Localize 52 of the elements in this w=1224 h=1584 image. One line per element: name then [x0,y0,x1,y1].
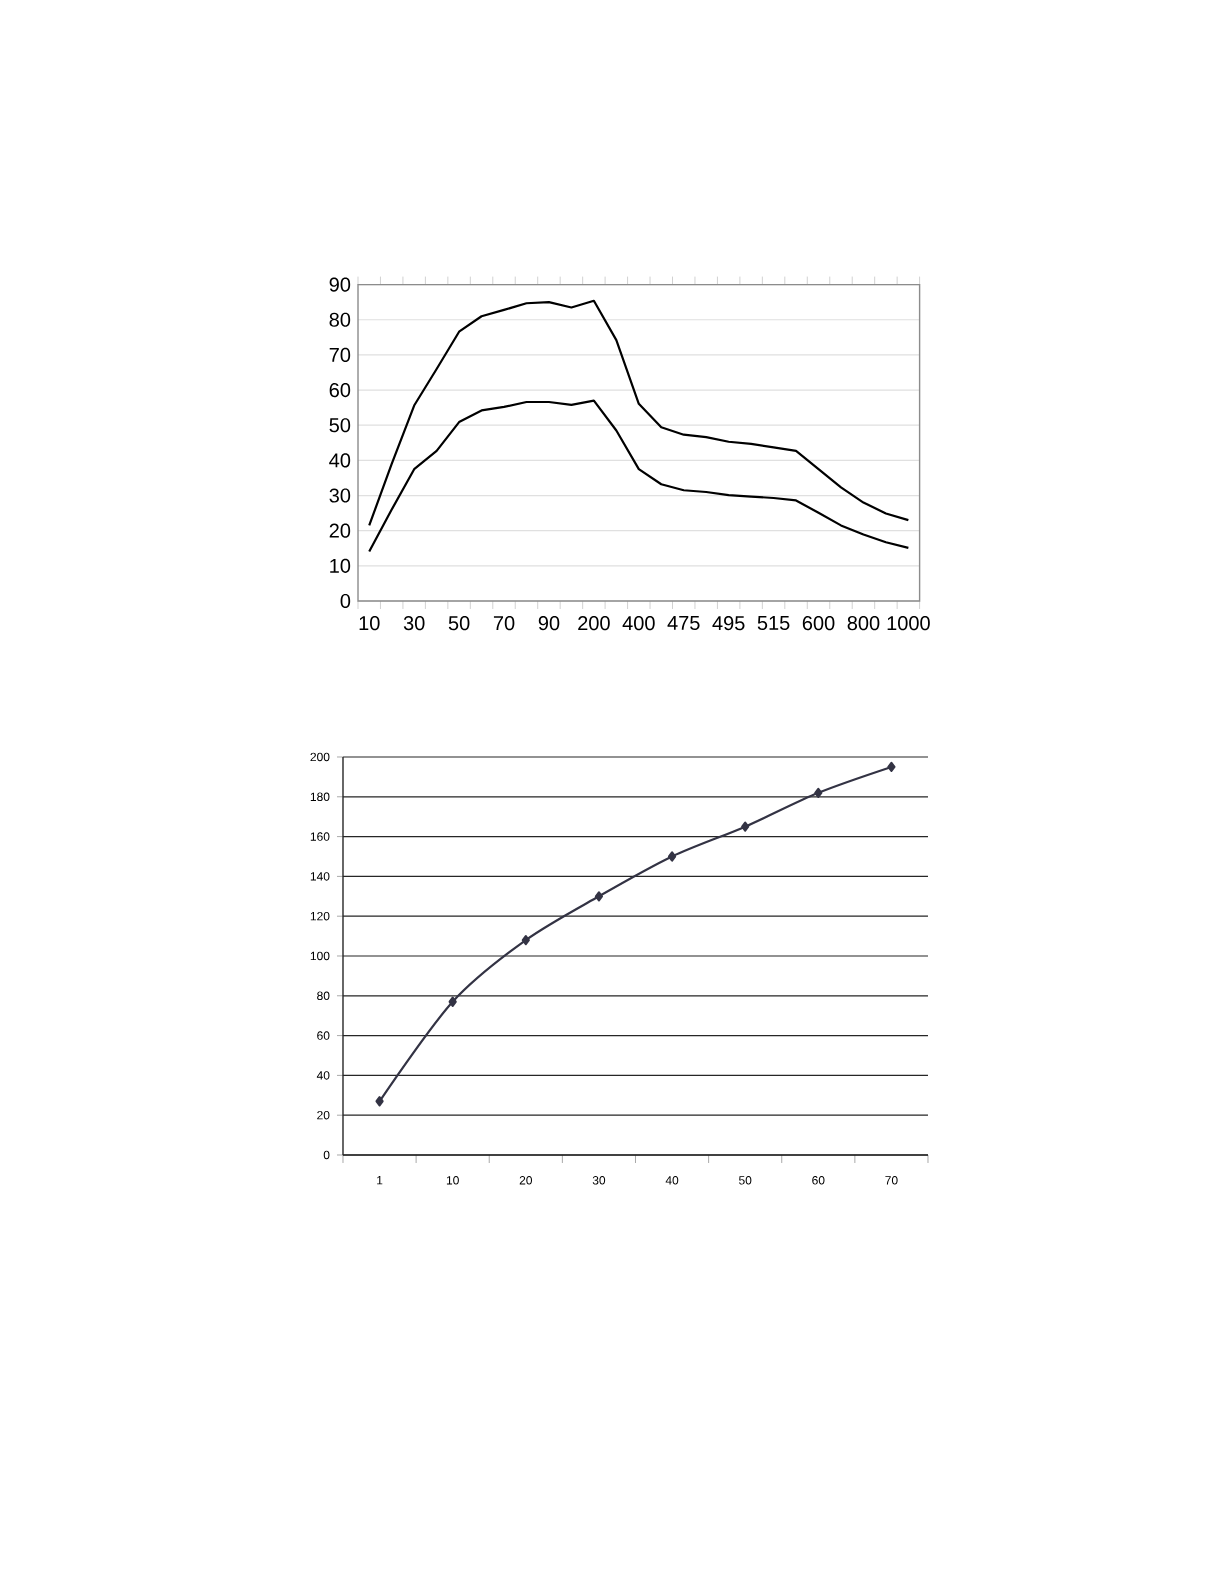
y-tick-label: 120 [310,911,330,921]
y-tick-label: 80 [329,312,351,327]
point [814,787,823,798]
x-tick-label: 10 [446,1176,459,1185]
x-tick-label: 475 [667,616,700,630]
x-tick-label: 30 [592,1176,606,1185]
y-tick-label: 0 [323,1150,330,1160]
y-tick-label: 60 [329,382,351,398]
y-tick-label: 40 [316,1071,330,1080]
x-tick-label: 1 [377,1176,383,1185]
point [448,996,457,1007]
y-tick-label: 20 [317,1110,330,1120]
x-tick-label: 70 [885,1176,898,1185]
x-tick-label: 40 [665,1176,679,1185]
point [594,891,604,902]
point [667,851,677,862]
y-tick-label: 60 [317,1031,330,1040]
y-tick-label: 70 [329,347,351,362]
x-tick-label: 50 [738,1176,752,1185]
y-tick-label: 180 [310,792,330,802]
line-series [368,299,910,527]
line-series [368,399,910,553]
point [521,934,530,946]
x-tick-label: 50 [448,616,470,631]
x-tick-label: 30 [403,616,425,631]
y-tick-label: 200 [310,752,330,762]
y-tick-label: 50 [329,418,351,433]
x-tick-label: 800 [847,616,880,631]
y-tick-label: 40 [329,453,351,468]
point [375,1096,384,1107]
point [887,761,896,773]
x-tick-label: 600 [802,616,835,631]
x-tick-label: 60 [812,1176,825,1185]
y-tick-label: 0 [340,593,351,609]
y-tick-label: 140 [310,872,330,881]
y-tick-label: 20 [329,523,351,538]
y-tick-label: 30 [329,488,351,503]
x-tick-label: 400 [622,616,655,631]
x-tick-label: 10 [359,616,380,631]
y-tick-label: 160 [310,832,330,841]
y-tick-label: 90 [329,277,351,292]
y-tick-label: 10 [330,558,351,573]
y-tick-label: 80 [317,991,330,1001]
x-tick-label: 495 [712,616,745,631]
y-tick-label: 100 [310,951,330,961]
point [741,821,750,832]
x-tick-label: 515 [757,616,790,630]
x-tick-label: 1000 [887,616,930,631]
x-tick-label: 70 [493,616,515,631]
x-tick-label: 200 [578,616,610,631]
x-tick-label: 90 [538,616,560,631]
x-tick-label: 20 [519,1176,533,1185]
